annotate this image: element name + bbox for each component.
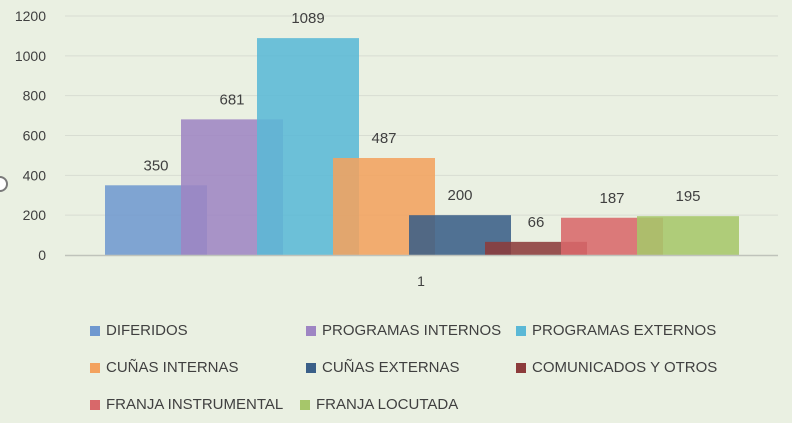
y-tick-label: 400 xyxy=(23,167,47,183)
data-label: 350 xyxy=(143,157,168,174)
data-label: 487 xyxy=(371,130,396,147)
data-label: 195 xyxy=(675,188,700,205)
data-label: 681 xyxy=(219,91,244,108)
data-label: 66 xyxy=(528,214,545,231)
legend-label: PROGRAMAS INTERNOS xyxy=(322,322,502,339)
legend-swatch xyxy=(306,325,316,336)
legend-swatch xyxy=(516,362,526,373)
legend-swatch xyxy=(90,362,100,373)
data-label: 187 xyxy=(599,190,624,207)
data-label: 200 xyxy=(447,187,472,204)
legend-item: FRANJA INSTRUMENTAL xyxy=(90,396,306,413)
legend-row: CUÑAS INTERNAS CUÑAS EXTERNAS COMUNICADOS … xyxy=(90,349,780,386)
legend-row: FRANJA INSTRUMENTAL FRANJA LOCUTADA xyxy=(90,386,780,423)
legend-label: DIFERIDOS xyxy=(106,322,188,339)
chart-legend: DIFERIDOS PROGRAMAS INTERNOS PROGRAMAS EXT… xyxy=(90,312,780,423)
legend-swatch xyxy=(306,362,316,373)
y-tick-label: 800 xyxy=(23,88,47,104)
x-tick-label: 1 xyxy=(417,273,425,289)
legend-item: PROGRAMAS EXTERNOS xyxy=(516,322,726,339)
legend-item: COMUNICADOS Y OTROS xyxy=(516,359,726,376)
legend-swatch xyxy=(90,325,100,336)
legend-label: CUÑAS INTERNAS xyxy=(106,359,239,376)
y-tick-label: 0 xyxy=(38,247,46,263)
legend-label: FRANJA LOCUTADA xyxy=(316,396,459,413)
y-tick-label: 1000 xyxy=(15,48,46,64)
legend-label: PROGRAMAS EXTERNOS xyxy=(532,322,717,339)
bar xyxy=(637,216,739,255)
y-tick-label: 1200 xyxy=(15,8,46,24)
legend-row: DIFERIDOS PROGRAMAS INTERNOS PROGRAMAS EXT… xyxy=(90,312,780,349)
y-tick-label: 600 xyxy=(23,128,47,144)
legend-swatch xyxy=(90,399,100,410)
legend-swatch xyxy=(300,399,310,410)
data-label: 1089 xyxy=(291,10,324,27)
legend-item: DIFERIDOS xyxy=(90,322,306,339)
bar-chart: 0 200 400 600 800 1000 1200 350 681 1089 487 200 66 1… xyxy=(15,8,778,289)
legend-label: FRANJA INSTRUMENTAL xyxy=(106,396,284,413)
legend-label: CUÑAS EXTERNAS xyxy=(322,359,460,376)
legend-item: CUÑAS INTERNAS xyxy=(90,359,306,376)
legend-item: PROGRAMAS INTERNOS xyxy=(306,322,516,339)
legend-item: FRANJA LOCUTADA xyxy=(300,396,510,413)
legend-swatch xyxy=(516,325,526,336)
legend-item: CUÑAS EXTERNAS xyxy=(306,359,516,376)
legend-label: COMUNICADOS Y OTROS xyxy=(532,359,718,376)
y-tick-label: 200 xyxy=(23,207,47,223)
